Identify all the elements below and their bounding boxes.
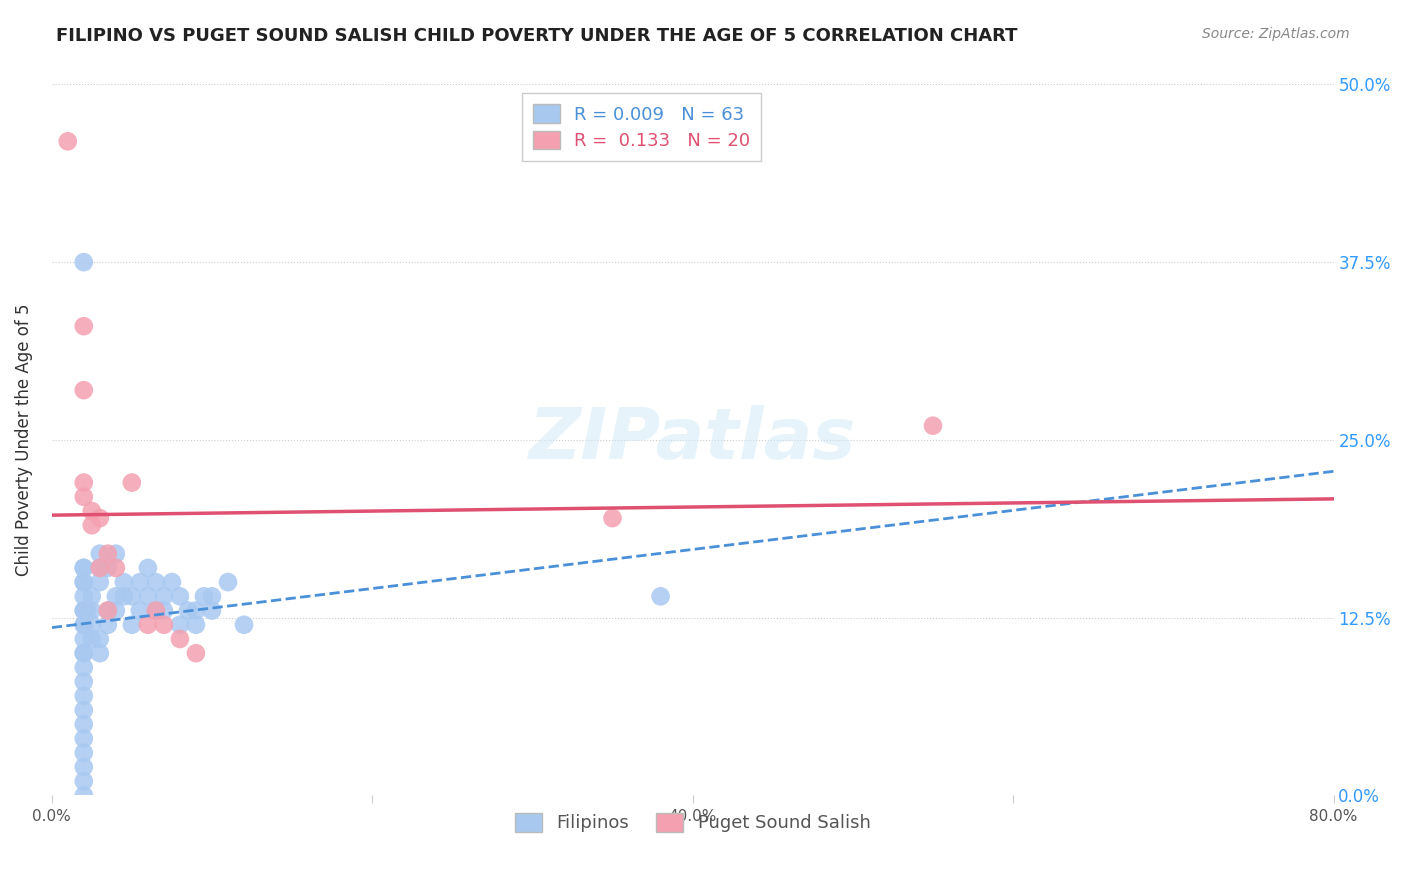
Point [80,617,103,632]
Point [73,674,96,689]
Point [73,632,96,646]
Point [73,789,96,803]
Point [73,746,96,760]
Point [73,703,96,717]
Point [233,617,256,632]
Point [121,617,143,632]
Point [73,383,96,397]
Point [128,603,150,617]
Point [145,575,167,590]
Point [153,603,176,617]
Point [136,561,159,575]
Point [153,590,176,604]
Point [73,731,96,746]
Point [153,617,176,632]
Point [73,603,96,617]
Point [89,561,111,575]
Point [217,575,239,590]
Point [73,319,96,334]
Point [104,561,127,575]
Point [73,617,96,632]
Point [89,646,111,660]
Point [73,617,96,632]
Point [73,561,96,575]
Point [73,475,96,490]
Point [97,561,120,575]
Point [602,511,624,525]
Point [177,603,200,617]
Point [184,617,207,632]
Point [169,590,191,604]
Point [112,590,135,604]
Point [104,590,127,604]
Point [80,504,103,518]
Point [201,590,224,604]
Point [97,603,120,617]
Point [922,418,945,433]
Point [80,603,103,617]
Point [112,575,135,590]
Point [89,561,111,575]
Point [73,760,96,774]
Point [97,603,120,617]
Point [97,617,120,632]
Point [73,561,96,575]
Point [121,590,143,604]
Point [193,590,215,604]
Point [73,575,96,590]
Point [73,590,96,604]
Point [89,632,111,646]
Point [121,475,143,490]
Point [89,575,111,590]
Point [80,632,103,646]
Point [201,603,224,617]
Point [73,603,96,617]
Legend: Filipinos, Puget Sound Salish: Filipinos, Puget Sound Salish [503,802,882,843]
Point [169,632,191,646]
Point [104,603,127,617]
Point [73,660,96,674]
Point [650,590,672,604]
Point [73,717,96,731]
Point [169,617,191,632]
Point [73,689,96,703]
Point [73,575,96,590]
Point [89,511,111,525]
Point [56,134,79,148]
Point [136,590,159,604]
Point [73,255,96,269]
Point [89,547,111,561]
Point [73,774,96,789]
Point [73,490,96,504]
Point [97,547,120,561]
Point [76,603,98,617]
Point [184,646,207,660]
Point [160,575,183,590]
Point [136,617,159,632]
Point [184,603,207,617]
Point [128,575,150,590]
Point [80,590,103,604]
Text: Source: ZipAtlas.com: Source: ZipAtlas.com [1202,27,1350,41]
Text: FILIPINO VS PUGET SOUND SALISH CHILD POVERTY UNDER THE AGE OF 5 CORRELATION CHAR: FILIPINO VS PUGET SOUND SALISH CHILD POV… [56,27,1018,45]
Point [145,603,167,617]
Point [80,518,103,533]
Y-axis label: Child Poverty Under the Age of 5: Child Poverty Under the Age of 5 [15,303,32,576]
Text: ZIPatlas: ZIPatlas [529,406,856,475]
Point [145,603,167,617]
Point [73,646,96,660]
Point [73,646,96,660]
Point [104,547,127,561]
